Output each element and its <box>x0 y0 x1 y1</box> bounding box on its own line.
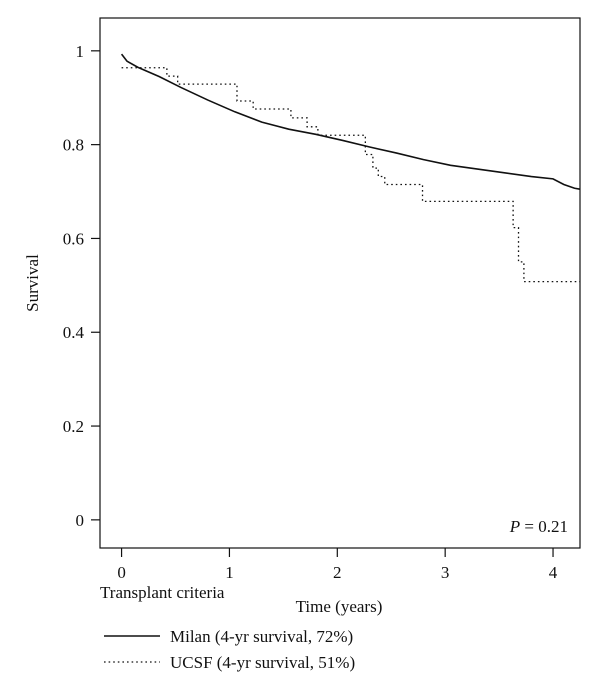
y-axis-label: Survival <box>23 254 42 312</box>
series-line-milan <box>120 53 581 190</box>
y-axis: 0 0.2 0.4 0.6 0.8 1 <box>63 42 100 530</box>
x-tick-label: 3 <box>441 563 450 582</box>
y-tick-label: 0.6 <box>63 229 84 248</box>
plot-area-frame <box>99 17 581 549</box>
y-tick-label: 0 <box>76 511 85 530</box>
x-tick-label: 4 <box>549 563 558 582</box>
legend-title: Transplant criteria <box>100 583 225 602</box>
p-value-rest: = 0.21 <box>520 517 568 536</box>
series-layer <box>120 53 581 283</box>
series-line-ucsf <box>121 67 580 283</box>
y-tick-label: 1 <box>76 42 85 61</box>
p-value-annotation: P = 0.21 <box>509 517 568 536</box>
x-axis: 0 1 2 3 4 <box>117 548 558 582</box>
x-tick-label: 2 <box>333 563 342 582</box>
x-tick-label: 0 <box>117 563 126 582</box>
y-tick-label: 0.8 <box>63 136 84 155</box>
legend: Transplant criteria Milan (4-yr survival… <box>100 583 355 672</box>
x-axis-label: Time (years) <box>296 597 383 616</box>
y-tick-label: 0.2 <box>63 417 84 436</box>
x-tick-label: 1 <box>225 563 234 582</box>
legend-label-ucsf: UCSF (4-yr survival, 51%) <box>170 653 355 672</box>
legend-label-milan: Milan (4-yr survival, 72%) <box>170 627 353 646</box>
y-tick-label: 0.4 <box>63 323 85 342</box>
p-value-symbol: P <box>509 517 520 536</box>
